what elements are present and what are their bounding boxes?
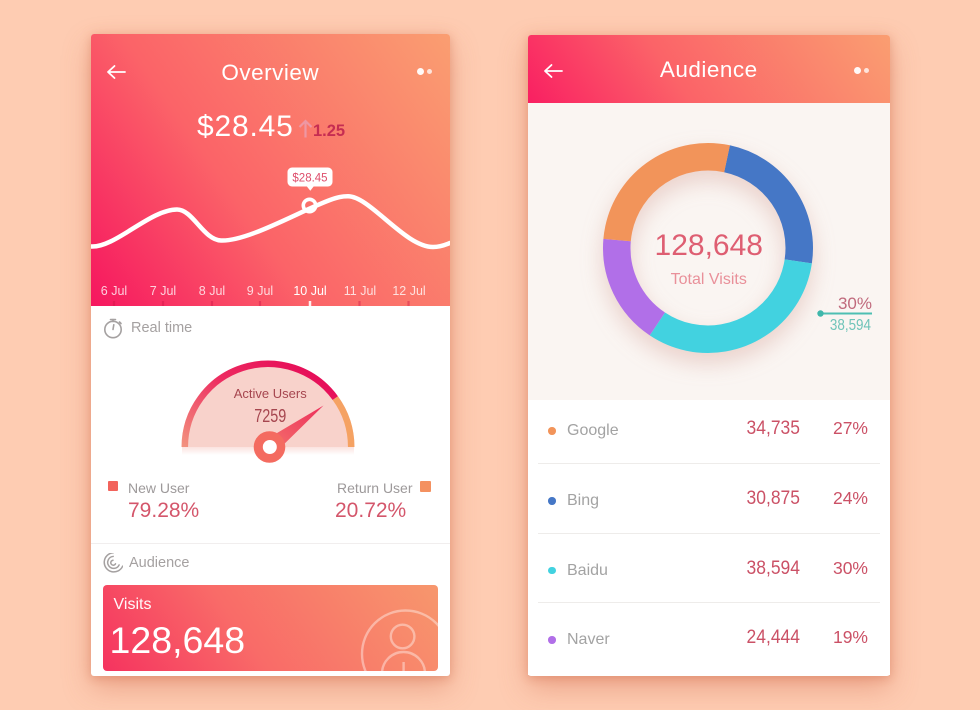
svg-text:$28.45: $28.45: [292, 173, 327, 185]
